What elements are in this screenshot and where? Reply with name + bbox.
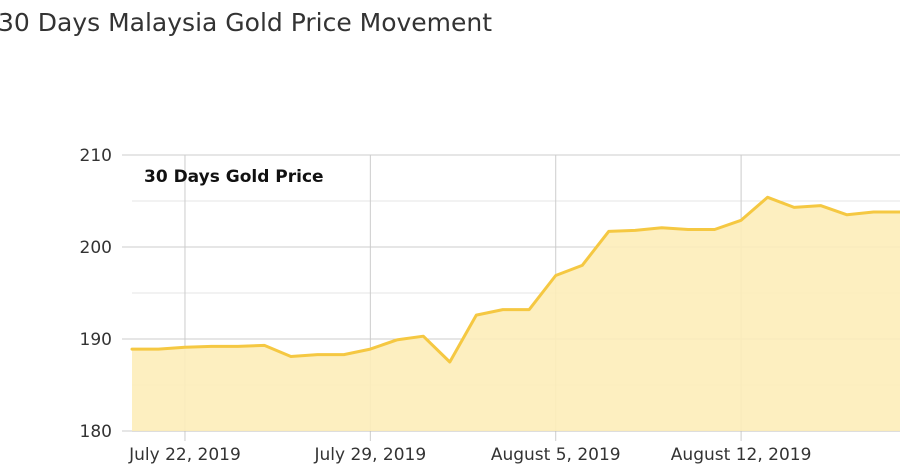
area-fill-group [132, 197, 900, 431]
data-point [209, 344, 213, 348]
chart-title: 30 Days Gold Price [144, 167, 324, 187]
price-area [132, 197, 900, 431]
x-tick-label: August 12, 2019 [671, 445, 812, 465]
data-point [501, 308, 505, 312]
data-point [130, 347, 134, 351]
data-point [448, 360, 452, 364]
data-point [660, 226, 664, 230]
y-tick-label: 200 [80, 238, 112, 258]
data-point [872, 210, 876, 214]
data-point [580, 263, 584, 267]
data-point [527, 308, 531, 312]
data-point [368, 347, 372, 351]
x-tick-label: July 29, 2019 [314, 445, 427, 465]
price-line [130, 195, 900, 364]
x-tick-label: August 5, 2019 [491, 445, 621, 465]
data-point [713, 228, 717, 232]
data-point [183, 345, 187, 349]
data-point [342, 353, 346, 357]
data-point [315, 353, 319, 357]
x-tick-label: July 22, 2019 [128, 445, 241, 465]
data-point [739, 218, 743, 222]
page-title: 30 Days Malaysia Gold Price Movement [0, 8, 493, 37]
y-tick-label: 190 [80, 330, 112, 350]
data-point [845, 213, 849, 217]
data-point [792, 205, 796, 209]
data-point [474, 313, 478, 317]
y-tick-label: 180 [80, 422, 112, 442]
data-point [395, 338, 399, 342]
price-line-group [130, 195, 900, 364]
data-point [554, 274, 558, 278]
data-point [421, 334, 425, 338]
data-point [262, 343, 266, 347]
data-point [289, 354, 293, 358]
data-point [766, 195, 770, 199]
data-point [156, 347, 160, 351]
axis-labels: 180 190 200 210 July 22, 2019 July 29, 2019 Au… [80, 146, 812, 465]
data-point [686, 228, 690, 232]
data-point [607, 229, 611, 233]
y-tick-label: 210 [80, 146, 112, 166]
data-point [633, 228, 637, 232]
data-point [819, 204, 823, 208]
data-point [236, 344, 240, 348]
